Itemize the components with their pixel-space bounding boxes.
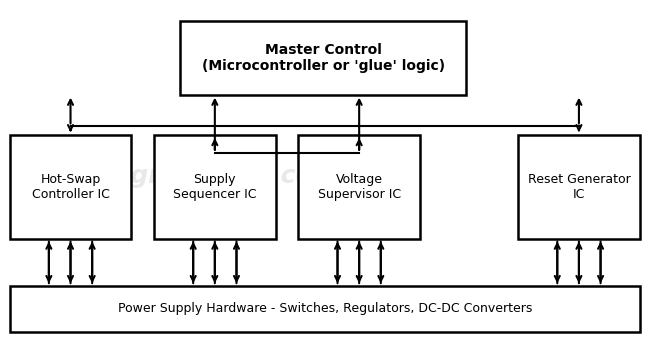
- Text: Hot-Swap
Controller IC: Hot-Swap Controller IC: [31, 173, 110, 201]
- Bar: [10, 286, 640, 332]
- Bar: [518, 135, 640, 239]
- Text: Voltage
Supervisor IC: Voltage Supervisor IC: [318, 173, 401, 201]
- Text: Master Control
(Microcontroller or 'glue' logic): Master Control (Microcontroller or 'glue…: [201, 43, 445, 73]
- Text: Reset Generator
IC: Reset Generator IC: [527, 173, 630, 201]
- Bar: [298, 135, 420, 239]
- Text: Power Supply Hardware - Switches, Regulators, DC-DC Converters: Power Supply Hardware - Switches, Regula…: [117, 302, 532, 316]
- Bar: [180, 21, 466, 95]
- Text: www.greattong.com: www.greattong.com: [54, 164, 340, 187]
- Bar: [154, 135, 276, 239]
- Text: Supply
Sequencer IC: Supply Sequencer IC: [173, 173, 256, 201]
- Bar: [10, 135, 131, 239]
